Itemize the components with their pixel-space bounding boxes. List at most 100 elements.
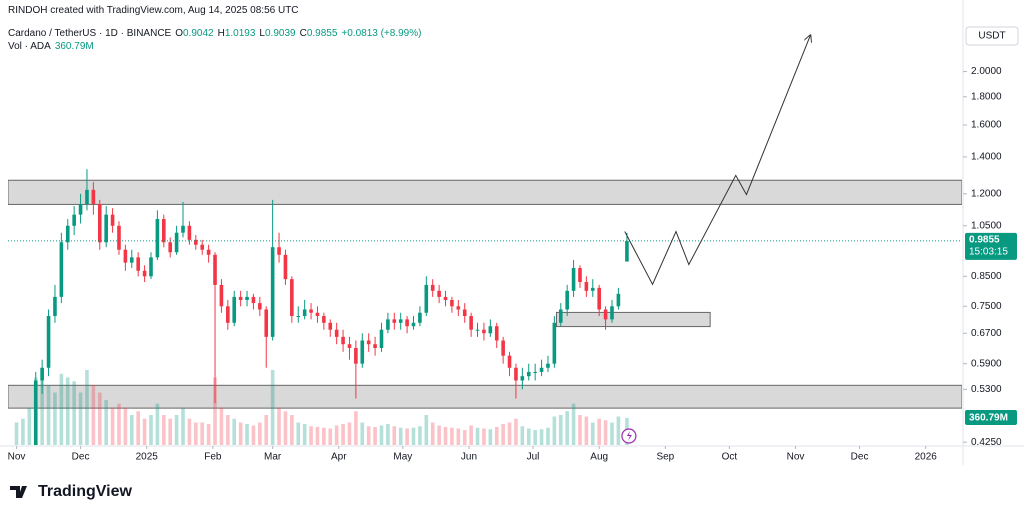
y-tick-label: 0.5900 [971,358,1002,369]
volume-bar [302,424,307,445]
volume-value-box [965,409,1017,425]
volume-bar [142,418,147,445]
candle-body [437,290,441,297]
volume-bar [21,418,25,445]
header: RINDOH created with TradingView.com, Aug… [8,5,299,16]
candle-body [296,316,301,318]
candle-body [226,306,230,323]
candle-body [97,203,102,243]
candle-body [603,309,608,320]
volume-bar [334,425,339,445]
candle-body [526,371,531,377]
volume-bar [392,426,397,445]
volume-bar [565,411,569,445]
candle-body [72,214,76,226]
candle-body [46,316,51,368]
volume-bar [270,370,275,445]
volume-bar [187,418,192,445]
candle-body [450,299,454,307]
volume-bar [206,424,211,445]
volume-bar [322,427,326,445]
x-tick-label: Aug [590,452,608,463]
volume-bar [174,415,179,445]
candle-body [149,257,153,277]
candle-body [546,363,550,368]
volume-bar [475,427,480,445]
volume-bar [104,400,108,445]
last-price-label: 0.9855 [969,235,1000,246]
currency-button[interactable] [965,26,1019,46]
volume-bar [507,422,512,445]
y-tick-label: 1.0500 [971,220,1002,231]
candle-body [334,329,339,337]
volume-bar [78,392,83,445]
volume-bar [526,428,531,445]
volume-bar [373,427,377,445]
volume-bar [309,426,313,445]
volume-bar [181,407,185,445]
volume-bar [405,428,409,445]
candle-body [411,322,416,327]
candle-body [552,322,557,364]
volume-bar [558,415,563,445]
volume-bar [232,418,237,445]
candle-body [386,319,390,330]
candle-body [258,303,262,310]
volume-bar [283,411,288,445]
candle-body [161,219,166,243]
volume-bar [469,425,473,445]
x-tick-label: Feb [204,452,222,463]
candle-body [456,306,461,310]
candle-body [65,225,70,243]
volume-bar [59,373,64,445]
volume-bar [450,427,454,445]
volume-bar [514,418,518,445]
x-tick-label: Nov [8,452,26,463]
x-tick-label: Dec [72,452,90,463]
volume-bar [616,416,621,445]
volume-bar [290,415,294,445]
volume-bar [40,370,44,445]
volume-bar [398,427,403,445]
candle-body [142,270,147,277]
ohlc-value: 0.9855 [306,28,338,39]
candle-body [155,219,160,258]
candle-body [360,340,365,364]
volume-bar [97,392,102,445]
candle-body [315,312,320,317]
volume-bar [411,427,416,445]
volume-bar [443,427,448,445]
candle-body [104,214,108,243]
volume-bar [584,416,589,445]
currency-label[interactable]: USDT [978,31,1005,42]
candle-body [469,316,473,330]
volume-bar [386,424,390,445]
candle-body [302,309,307,317]
zone [8,384,962,409]
candle-body [174,232,179,253]
candle-body [194,239,198,245]
candle-body [571,268,576,291]
volume-bar [424,415,429,445]
candle-body [584,282,589,291]
volume-value-label: 360.79M [969,413,1008,424]
ohlc-letter: O [175,28,183,39]
volume-bar [213,377,217,445]
candle-body [625,240,629,262]
candle-body [379,329,384,348]
y-tick-label: 2.0000 [971,66,1002,77]
candle-body [507,355,512,368]
candle-body [206,249,211,255]
volume-bar [65,377,70,445]
volume-bar [136,411,140,445]
candle-body [245,296,249,300]
candle-body [277,247,281,255]
volume-bar [456,428,461,445]
y-tick-label: 0.4250 [971,437,1002,448]
candle-body [322,316,326,323]
projection-path [624,35,811,286]
volume-bar [597,418,601,445]
volume-bar [488,429,493,445]
candle-body [520,376,525,381]
